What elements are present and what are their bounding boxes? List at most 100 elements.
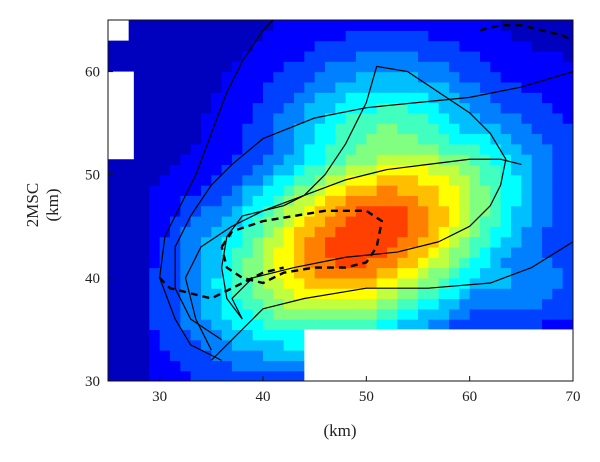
heatmap-cell xyxy=(459,61,471,73)
heatmap-cell xyxy=(314,277,326,289)
heatmap-cell xyxy=(366,277,378,289)
heatmap-cell xyxy=(366,61,378,73)
heatmap-cell xyxy=(108,267,119,279)
heatmap-cell xyxy=(542,205,553,217)
heatmap-cell xyxy=(449,174,460,186)
heatmap-cell xyxy=(221,226,233,238)
heatmap-cell xyxy=(159,174,171,186)
heatmap-cell xyxy=(387,30,398,42)
heatmap-cell xyxy=(252,154,264,165)
heatmap-cell xyxy=(531,112,543,124)
heatmap-cell xyxy=(490,236,502,248)
heatmap-cell xyxy=(480,164,491,176)
heatmap-cell xyxy=(356,154,367,165)
heatmap-cell xyxy=(376,154,388,165)
heatmap-cell xyxy=(149,50,161,62)
heatmap-cell xyxy=(449,236,460,248)
heatmap-cell xyxy=(128,288,140,300)
heatmap-cell xyxy=(128,20,140,31)
heatmap-cell xyxy=(139,319,150,331)
heatmap-cell xyxy=(180,195,192,207)
heatmap-cell xyxy=(366,154,378,165)
heatmap-cell xyxy=(480,226,491,238)
heatmap-cell xyxy=(376,61,388,73)
heatmap-cell xyxy=(139,50,150,62)
heatmap-cell xyxy=(108,370,119,381)
heatmap-cell xyxy=(149,236,161,248)
heatmap-cell xyxy=(345,30,357,42)
heatmap-cell xyxy=(190,236,202,248)
heatmap-cell xyxy=(314,215,326,227)
heatmap-cell xyxy=(521,61,533,73)
heatmap-cell xyxy=(325,61,336,73)
heatmap-cell xyxy=(263,50,274,62)
heatmap-cell xyxy=(387,112,398,124)
heatmap-cell xyxy=(190,92,202,104)
heatmap-cell xyxy=(170,360,181,372)
heatmap-cell xyxy=(469,195,481,207)
heatmap-cell xyxy=(304,288,316,300)
heatmap-cell xyxy=(232,71,243,83)
heatmap-cell xyxy=(170,112,181,124)
heatmap-cell xyxy=(108,298,119,310)
x-tick-label: 70 xyxy=(566,389,581,405)
heatmap-cell xyxy=(397,81,409,93)
heatmap-cell xyxy=(180,215,192,227)
heatmap-cell xyxy=(345,205,357,217)
heatmap-cell xyxy=(366,205,378,217)
heatmap-cell xyxy=(521,288,533,300)
heatmap-cell xyxy=(469,277,481,289)
heatmap-cell xyxy=(469,319,481,331)
heatmap-cell xyxy=(366,195,378,207)
heatmap-cell xyxy=(211,92,223,104)
heatmap-cell xyxy=(438,319,450,331)
heatmap-cell xyxy=(521,71,533,83)
heatmap-cell xyxy=(159,339,171,351)
heatmap-cell xyxy=(108,288,119,300)
heatmap-cell xyxy=(480,92,491,104)
heatmap-cell xyxy=(252,205,264,217)
heatmap-cell xyxy=(108,226,119,238)
heatmap-cell xyxy=(366,81,378,93)
heatmap-cell xyxy=(190,350,202,361)
heatmap-cell xyxy=(531,30,543,42)
heatmap-cell xyxy=(552,308,564,320)
heatmap-cell xyxy=(335,267,347,279)
heatmap-cell xyxy=(221,277,233,289)
heatmap-cell xyxy=(211,215,223,227)
heatmap-cell xyxy=(552,133,564,145)
heatmap-cell xyxy=(531,185,543,196)
heatmap-cell xyxy=(108,154,119,165)
heatmap-cell xyxy=(201,339,212,351)
heatmap-cell xyxy=(190,226,202,238)
heatmap-cell xyxy=(459,71,471,83)
heatmap-cell xyxy=(542,154,553,165)
heatmap-cell xyxy=(149,164,161,176)
heatmap-cell xyxy=(283,102,295,114)
heatmap-cell xyxy=(190,40,202,52)
heatmap-cell xyxy=(449,61,460,73)
heatmap-cell xyxy=(511,288,522,300)
heatmap-cell xyxy=(562,298,573,310)
heatmap-cell xyxy=(552,215,564,227)
heatmap-cell xyxy=(159,226,171,238)
heatmap-cell xyxy=(542,71,553,83)
heatmap-cell xyxy=(128,50,140,62)
heatmap-cell xyxy=(397,195,409,207)
heatmap-cell xyxy=(521,20,533,31)
heatmap-cell xyxy=(263,257,274,269)
heatmap-cell xyxy=(438,174,450,186)
heatmap-cell xyxy=(500,195,512,207)
heatmap-cell xyxy=(190,370,202,381)
heatmap-cell xyxy=(562,308,573,320)
heatmap-cell xyxy=(418,205,429,217)
heatmap-cell xyxy=(521,236,533,248)
heatmap-cell xyxy=(542,308,553,320)
heatmap-cell xyxy=(469,92,481,104)
heatmap-cell xyxy=(190,267,202,279)
heatmap-cell xyxy=(304,143,316,155)
y-axis-ticks: 30 40 50 60 xyxy=(85,65,113,390)
heatmap-cell xyxy=(500,257,512,269)
heatmap-cell xyxy=(232,205,243,217)
heatmap-cell xyxy=(418,195,429,207)
